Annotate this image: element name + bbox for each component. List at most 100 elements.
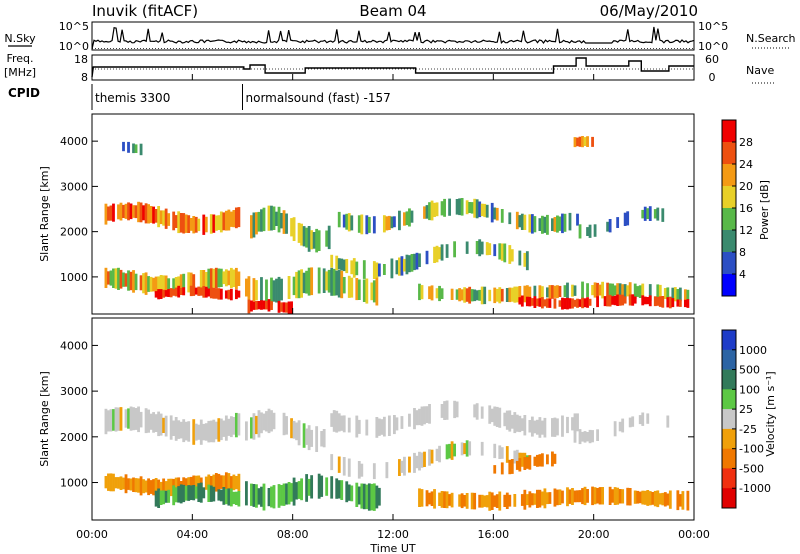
heatmap-cell <box>658 284 662 302</box>
heatmap-cell <box>310 475 314 499</box>
heatmap-cell <box>518 250 522 266</box>
heatmap-cell <box>112 203 115 222</box>
heatmap-cell <box>174 477 178 497</box>
heatmap-cell <box>546 298 549 308</box>
heatmap-cell <box>127 408 130 429</box>
heatmap-cell <box>355 415 359 438</box>
heatmap-cell <box>440 244 444 261</box>
heatmap-cell <box>678 299 682 307</box>
heatmap-cell <box>628 294 632 306</box>
heatmap-cell <box>448 443 451 459</box>
heatmap-cell <box>265 279 268 304</box>
cpid-strip: CPID themis 3300 normalsound (fast) -157 <box>8 84 391 110</box>
heatmap-cell <box>172 278 176 291</box>
heatmap-cell <box>255 415 258 435</box>
heatmap-cell <box>217 489 221 501</box>
heatmap-cell <box>162 289 166 298</box>
heatmap-cell <box>189 272 193 292</box>
heatmap-cell <box>282 302 286 313</box>
heatmap-cell <box>124 203 128 219</box>
heatmap-cell <box>538 417 542 438</box>
heatmap-cell <box>229 416 233 438</box>
heatmap-cell <box>154 490 158 507</box>
nave-label: Nave <box>746 64 774 77</box>
y-tick-label: 3000 <box>60 385 88 398</box>
heatmap-cell <box>490 202 494 223</box>
heatmap-cell <box>372 483 376 511</box>
x-tick-label: 04:00 <box>176 528 208 541</box>
heatmap-cell <box>227 418 231 436</box>
heatmap-cell <box>488 405 492 424</box>
heatmap-cell <box>551 418 554 437</box>
heatmap-cell <box>157 289 161 300</box>
heatmap-cell <box>307 478 311 496</box>
heatmap-cell <box>122 477 125 490</box>
heatmap-cell <box>616 217 620 228</box>
heatmap-cell <box>613 421 617 437</box>
heatmap-cell <box>272 485 276 509</box>
heatmap-cell <box>305 227 309 248</box>
heatmap-cell <box>340 415 344 431</box>
heatmap-cell <box>159 275 163 295</box>
heatmap-cell <box>325 230 329 247</box>
colorbar-tick-label: 25 <box>739 403 753 416</box>
y-tick-label: 1000 <box>60 271 88 284</box>
heatmap-cell <box>415 455 419 469</box>
heatmap-cell <box>224 210 228 231</box>
heatmap-cell <box>676 490 680 511</box>
colorbar-tick-label: 4 <box>739 268 746 281</box>
heatmap-cell <box>433 246 436 263</box>
heatmap-cell <box>192 475 196 495</box>
heatmap-cell <box>154 414 158 432</box>
heatmap-cell <box>152 412 156 433</box>
colorbar-swatch <box>722 448 736 469</box>
heatmap-cell <box>571 417 574 431</box>
heatmap-cell <box>287 276 291 299</box>
heatmap-cell <box>648 295 652 307</box>
heatmap-cell <box>157 276 161 294</box>
heatmap-cell <box>533 493 537 505</box>
heatmap-cell <box>255 484 258 508</box>
heatmap-cell <box>302 272 306 294</box>
heatmap-cell <box>443 198 446 217</box>
heatmap-cell <box>533 296 537 308</box>
heatmap-cell <box>137 478 140 493</box>
heatmap-cell <box>535 489 539 508</box>
heatmap-cell <box>270 205 273 231</box>
heatmap-cell <box>209 476 213 490</box>
colorbar-swatch <box>722 468 736 489</box>
heatmap-cell <box>179 421 183 439</box>
heatmap-cell <box>104 203 108 225</box>
heatmap-cell <box>217 268 221 288</box>
heatmap-cell <box>252 212 256 238</box>
heatmap-cell <box>272 412 276 430</box>
heatmap-cell <box>395 260 399 275</box>
heatmap-cell <box>603 296 607 307</box>
heatmap-cell <box>553 453 557 464</box>
heatmap-cell <box>525 251 529 271</box>
heatmap-cell <box>245 278 248 297</box>
heatmap-cell <box>676 289 680 300</box>
power-y-label: Slant Range [km] <box>38 166 51 262</box>
heatmap-cell <box>400 256 404 276</box>
heatmap-cell <box>377 263 381 277</box>
heatmap-cell <box>540 453 544 467</box>
heatmap-cell <box>588 224 592 238</box>
heatmap-cell <box>139 476 143 496</box>
heatmap-cell <box>500 209 504 223</box>
heatmap-cell <box>530 416 534 437</box>
heatmap-cell <box>395 417 399 431</box>
heatmap-cell <box>270 301 273 310</box>
heatmap-cell <box>616 487 620 505</box>
heatmap-cell <box>187 421 191 442</box>
heatmap-cell <box>350 215 354 231</box>
heatmap-cell <box>270 410 273 432</box>
y-tick-label: 4000 <box>60 339 88 352</box>
heatmap-cell <box>252 278 256 302</box>
heatmap-cell <box>325 477 329 496</box>
heatmap-cell <box>460 198 464 216</box>
heatmap-cell <box>337 456 341 473</box>
heatmap-cell <box>423 451 426 467</box>
heatmap-cell <box>543 216 547 233</box>
heatmap-cell <box>377 418 381 436</box>
